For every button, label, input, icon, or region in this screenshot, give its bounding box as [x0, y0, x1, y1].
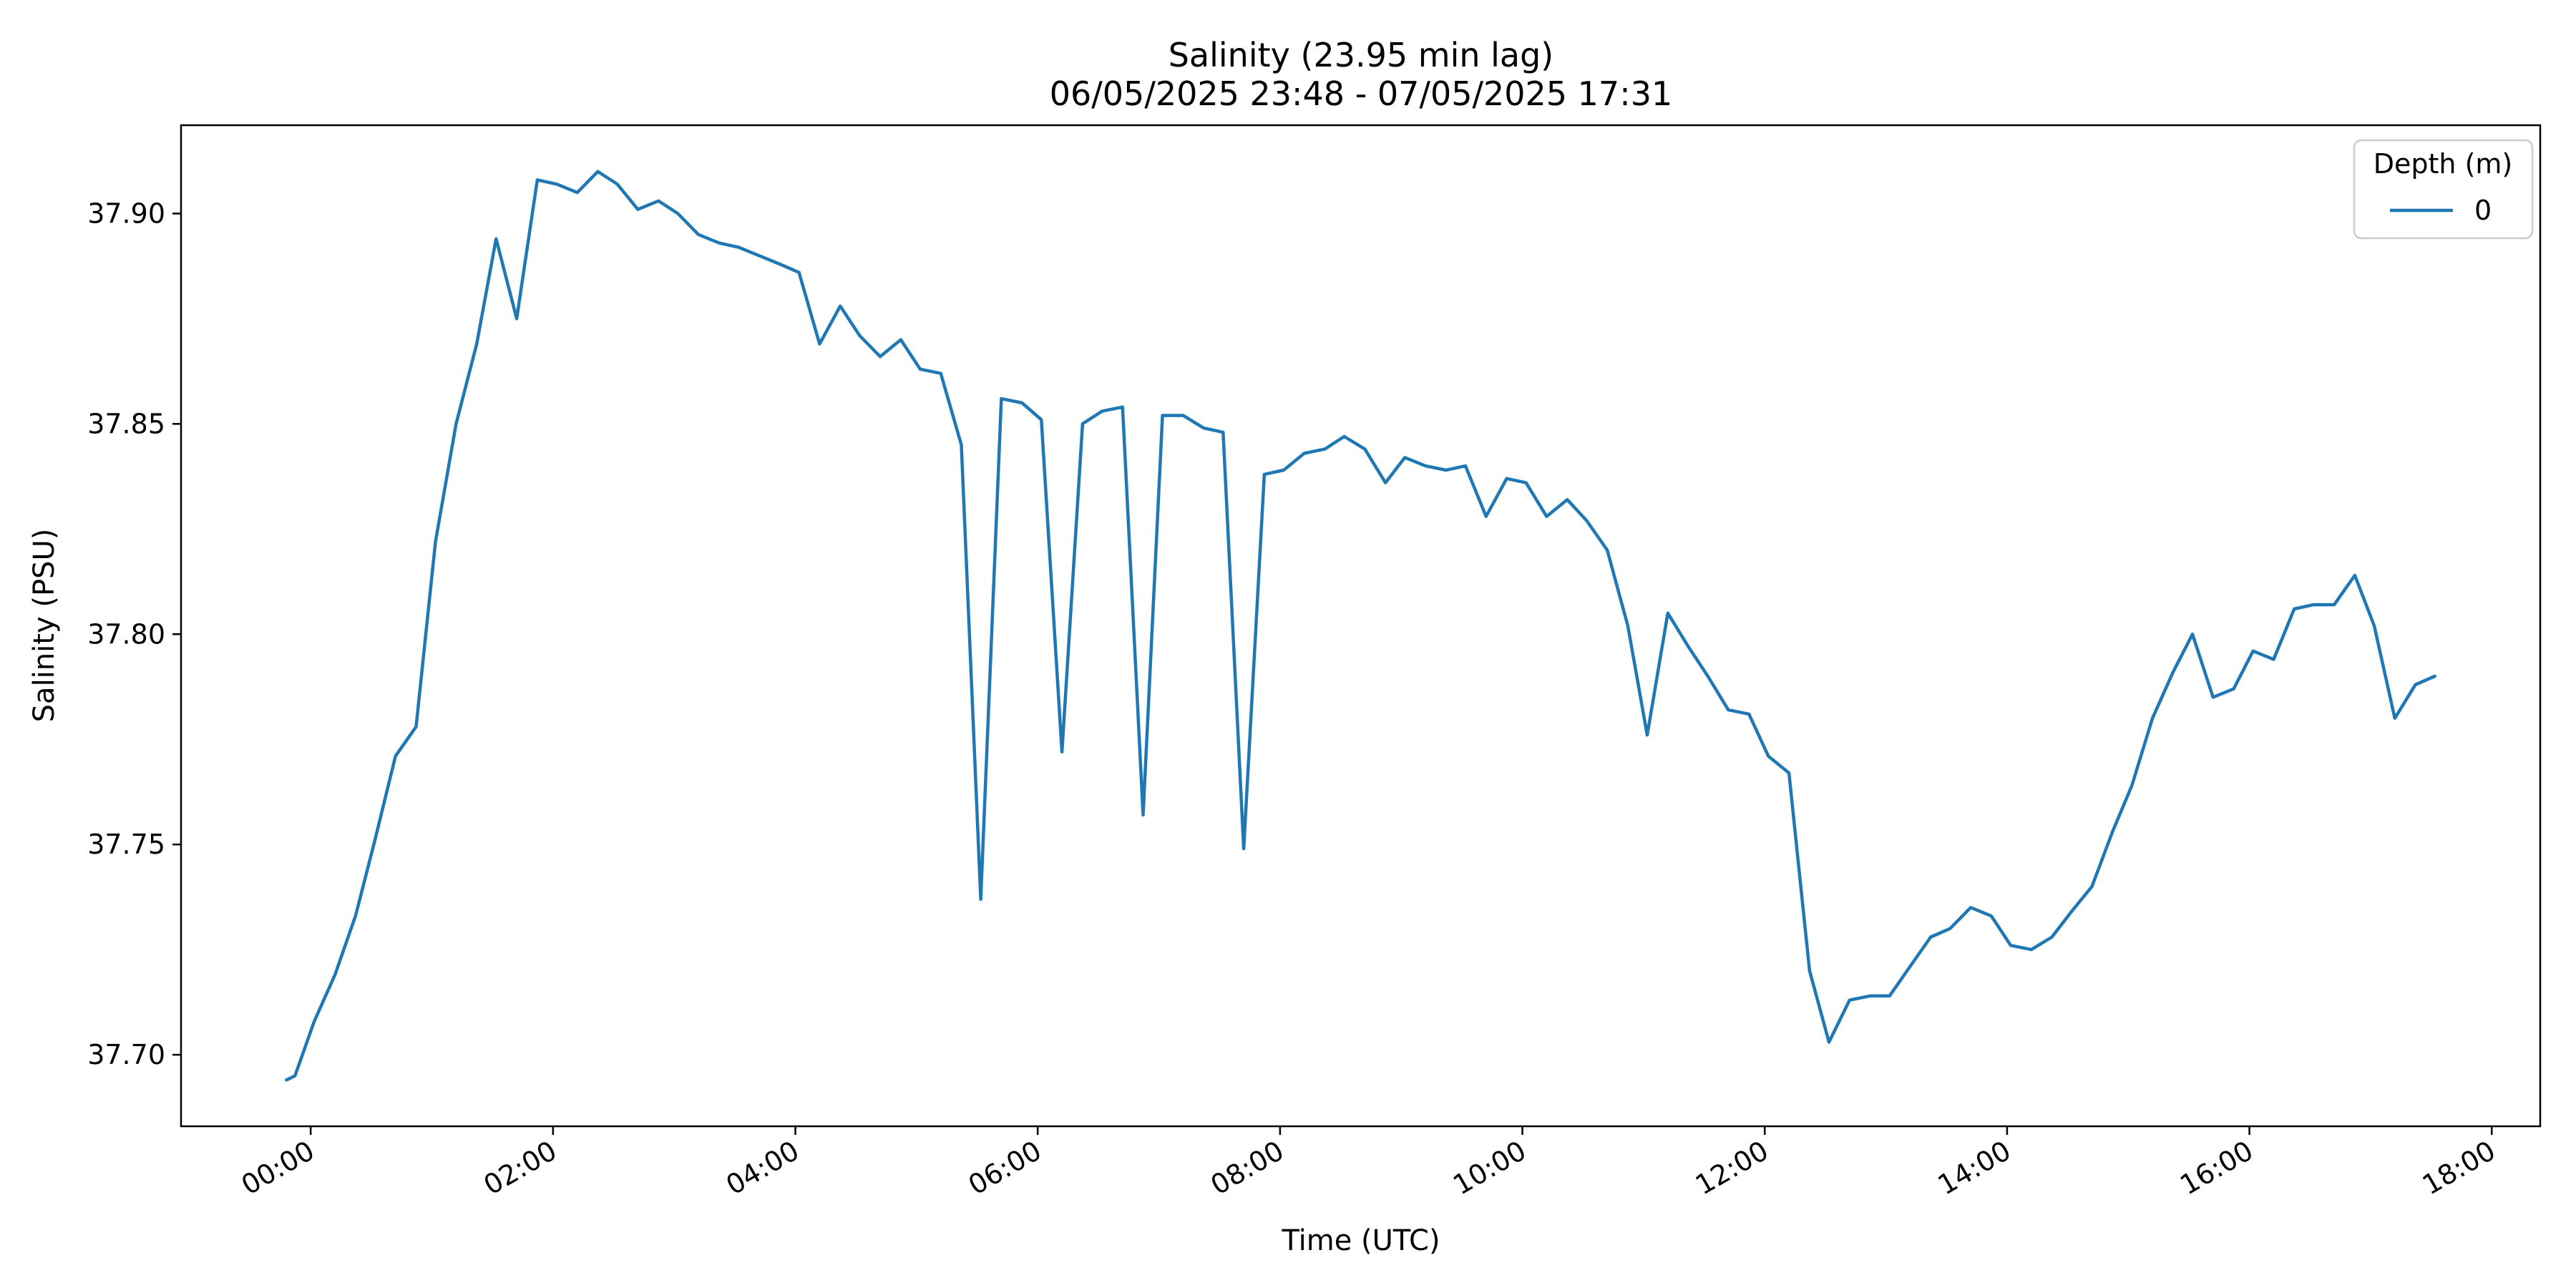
y-tick-label: 37.80 — [87, 618, 165, 650]
salinity-series-line — [285, 170, 2436, 1082]
y-tick-label: 37.85 — [87, 408, 165, 439]
legend-label-series-0: 0 — [2474, 195, 2492, 226]
chart-subtitle: 06/05/2025 23:48 - 07/05/2025 17:31 — [1050, 74, 1672, 113]
chart-title: Salinity (23.95 min lag) — [1169, 36, 1554, 74]
legend: Depth (m) 0 — [2353, 139, 2534, 240]
legend-box — [2353, 139, 2534, 240]
y-tick-label: 37.70 — [87, 1039, 165, 1070]
y-tick-label: 37.90 — [87, 197, 165, 229]
y-tick-label: 37.75 — [87, 829, 165, 860]
x-axis-label: Time (UTC) — [1281, 1224, 1440, 1257]
plot-area-frame — [180, 124, 2542, 1128]
legend-title: Depth (m) — [2373, 148, 2513, 180]
y-axis-ticks: 37.70 37.75 37.80 37.85 37.90 — [87, 197, 181, 1070]
y-axis-label: Salinity (PSU) — [28, 529, 61, 723]
